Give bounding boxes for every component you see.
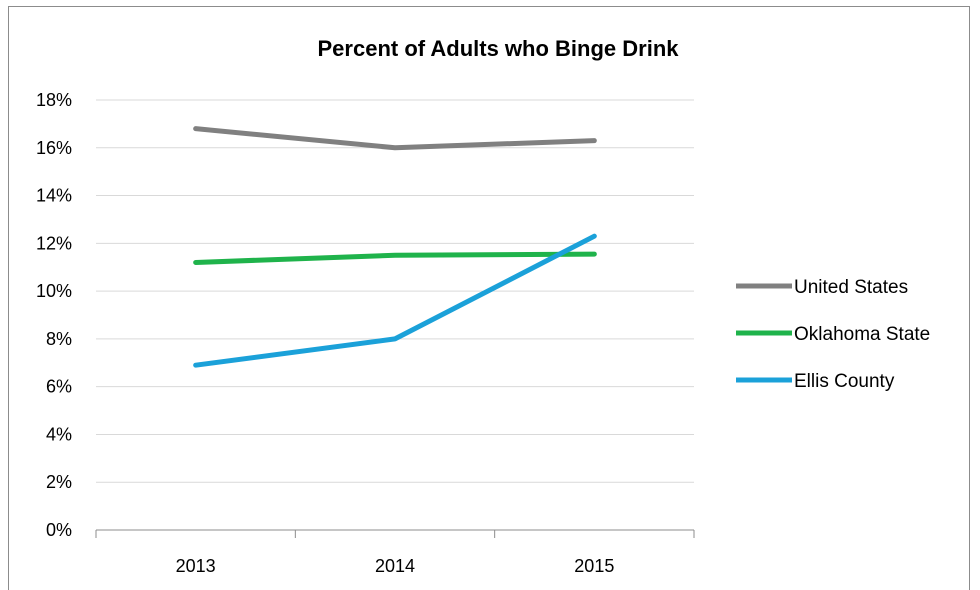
- legend: United States Oklahoma State Ellis County: [736, 277, 930, 392]
- y-tick-label: 10%: [36, 281, 72, 301]
- legend-label: Ellis County: [794, 371, 895, 392]
- y-tick-label: 0%: [46, 520, 72, 540]
- y-tick-label: 14%: [36, 186, 72, 206]
- x-tick-label: 2014: [375, 556, 415, 576]
- legend-label: United States: [794, 277, 908, 298]
- axes: [95, 529, 695, 538]
- y-tick-label: 2%: [46, 472, 72, 492]
- gridlines: [96, 99, 694, 483]
- series-lines: [193, 126, 597, 368]
- y-axis-tick-labels: 0% 2% 4% 6% 8% 10% 12% 14% 16% 18%: [36, 90, 72, 540]
- y-tick-label: 18%: [36, 90, 72, 110]
- y-tick-label: 16%: [36, 138, 72, 158]
- y-tick-label: 4%: [46, 424, 72, 444]
- chart-frame: [8, 6, 970, 590]
- x-axis-tick-labels: 2013 2014 2015: [176, 556, 615, 576]
- series-line-ellis-county: [193, 233, 597, 368]
- series-line-united-states: [193, 126, 597, 151]
- y-tick-label: 12%: [36, 233, 72, 253]
- x-tick-label: 2013: [176, 556, 216, 576]
- x-tick-label: 2015: [574, 556, 614, 576]
- y-tick-label: 8%: [46, 329, 72, 349]
- legend-label: Oklahoma State: [794, 324, 930, 345]
- series-line-oklahoma-state: [193, 251, 597, 265]
- chart-title: Percent of Adults who Binge Drink: [318, 36, 680, 61]
- y-tick-label: 6%: [46, 377, 72, 397]
